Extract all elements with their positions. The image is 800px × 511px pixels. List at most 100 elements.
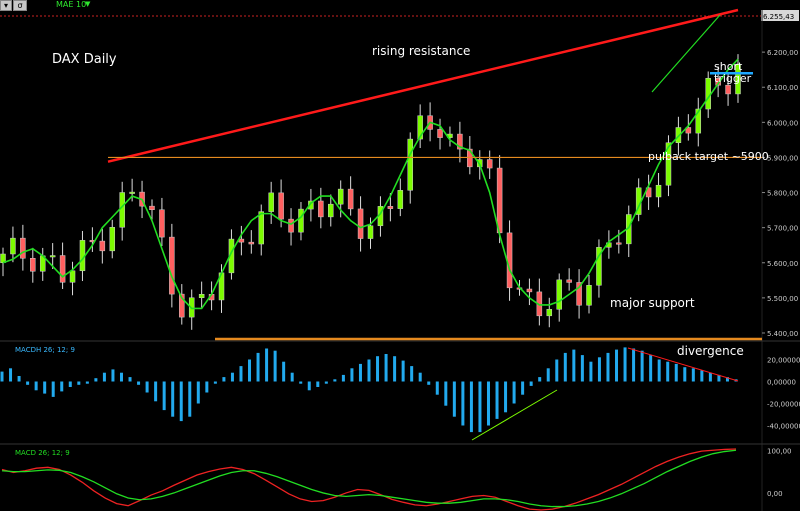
moving-average-label[interactable]: MAE 10 (56, 0, 87, 9)
chart-toolbar: ▾ σ MAE 10 ▼ (0, 0, 800, 11)
macd-histogram-bar (606, 352, 610, 382)
chart-title: DAX Daily (52, 52, 117, 67)
candle-body (586, 285, 592, 306)
macd-histogram-bar (666, 361, 670, 382)
histogram-tick-label: 0,00000 (767, 379, 796, 387)
candle-body (546, 309, 553, 317)
macd-histogram-bar (128, 377, 132, 382)
macd-histogram-bar (486, 381, 490, 426)
macd-histogram-bar (282, 361, 286, 382)
price-tick-label: 6.200,00 (767, 49, 798, 57)
macd-histogram-bar (324, 381, 328, 384)
macd-histogram-bar (657, 359, 661, 382)
ma-dropdown-arrow[interactable]: ▼ (85, 0, 91, 8)
macd-histogram-bar (504, 381, 508, 413)
macd-histogram-bar (384, 354, 388, 382)
macd-histogram-bar (230, 372, 234, 382)
candle-body (387, 206, 394, 209)
macd-histogram-bar (51, 381, 55, 397)
macd-histogram-bar (358, 363, 362, 382)
candle-body (308, 200, 314, 210)
candle-body (417, 115, 423, 140)
candle-body (129, 191, 135, 194)
macd-histogram-bar (307, 381, 311, 391)
macd-series-line (1, 449, 737, 508)
candle-body (675, 127, 682, 143)
candle-body (397, 190, 404, 209)
macd-histogram-bar (222, 377, 226, 382)
candle-body (496, 167, 503, 234)
candle-body (179, 293, 185, 318)
candle-body (566, 279, 572, 283)
histogram-trend-line (471, 389, 558, 441)
macd-series-line (1, 448, 737, 511)
macd-tick-label: 100,00 (767, 447, 792, 455)
candle-body (337, 188, 344, 205)
macd-histogram-bar (512, 381, 516, 404)
macd-histogram-bar (162, 381, 166, 411)
macd-histogram-bar (273, 350, 277, 382)
macd-histogram-bar (691, 368, 695, 382)
histogram-tick-label: -20,00000 (767, 401, 800, 409)
candle-body (258, 211, 264, 245)
candle-body (616, 242, 622, 245)
indicator-icon[interactable]: σ (13, 0, 27, 11)
uptrend-channel-line (651, 14, 721, 93)
macd-histogram-bar (461, 381, 465, 426)
macd-histogram-bar (43, 381, 47, 394)
candle-body (248, 241, 255, 245)
macd-histogram-bar (290, 372, 294, 382)
candle-body (30, 258, 36, 272)
macd-histogram-bar (717, 374, 721, 382)
candle-body (59, 255, 66, 283)
candle-body (506, 232, 513, 289)
macd-histogram-bar (495, 381, 499, 419)
candle-body (576, 282, 582, 306)
candle-body (486, 159, 493, 169)
price-tick-label: 6.100,00 (767, 84, 798, 92)
macd-histogram-bar (188, 381, 192, 417)
short-trigger-label-2: trigger (714, 72, 752, 85)
macd-histogram-bar (196, 381, 200, 404)
macd-histogram-bar (171, 381, 175, 417)
macd-histogram-bar (615, 349, 619, 382)
candle-body (238, 238, 245, 243)
macd-histogram-bar (580, 355, 584, 382)
macd-histogram-bar (265, 348, 269, 382)
macd-histogram-bar (376, 356, 380, 382)
macd-histogram-bar (452, 381, 456, 417)
macd-histogram-bar (111, 369, 115, 382)
candle-body (109, 227, 116, 252)
macd-histogram-bar (589, 361, 593, 382)
macd-histogram-bar (393, 356, 397, 382)
candle-body (69, 270, 76, 283)
candle-body (367, 225, 374, 239)
price-tick-label: 5.400,00 (767, 330, 798, 338)
price-tick-label: 5.900,00 (767, 154, 798, 162)
macd-histogram-label: MACDH 26; 12; 9 (15, 346, 75, 354)
macd-histogram-bar (248, 359, 252, 382)
price-tick-label: 5.800,00 (767, 190, 798, 198)
rising-resistance-line (107, 8, 739, 163)
chevron-down-icon[interactable]: ▾ (0, 0, 12, 11)
candle-body (149, 205, 155, 210)
macd-histogram-bar (213, 381, 217, 384)
candle-body (655, 184, 662, 198)
candle-body (735, 63, 741, 95)
macd-histogram-bar (256, 352, 260, 382)
last-price-label: 6.255,43 (763, 13, 794, 21)
moving-average-line (2, 58, 739, 310)
macd-histogram-bar (444, 381, 448, 406)
macd-histogram-bar (683, 367, 687, 382)
macd-histogram-bar (350, 368, 354, 382)
macd-histogram-bar (85, 381, 89, 384)
macd-histogram-bar (623, 347, 627, 382)
macd-histogram-bar (333, 379, 337, 382)
macd-histogram-bar (137, 381, 141, 385)
candle-body (159, 209, 165, 238)
candle-body (705, 77, 711, 110)
macd-histogram-bar (367, 359, 371, 382)
macd-histogram-bar (649, 355, 653, 382)
price-tick-label: 5.500,00 (767, 295, 798, 303)
candle-body (198, 294, 205, 298)
